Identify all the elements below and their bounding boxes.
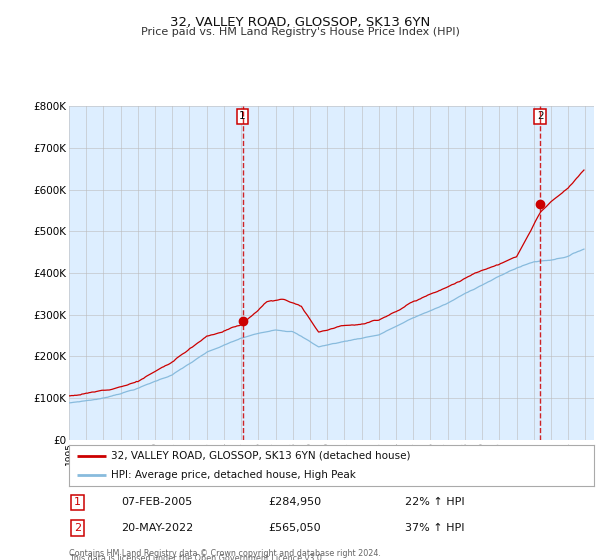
Text: 1: 1: [74, 497, 81, 507]
Text: 32, VALLEY ROAD, GLOSSOP, SK13 6YN (detached house): 32, VALLEY ROAD, GLOSSOP, SK13 6YN (deta…: [111, 451, 410, 461]
Text: 32, VALLEY ROAD, GLOSSOP, SK13 6YN: 32, VALLEY ROAD, GLOSSOP, SK13 6YN: [170, 16, 430, 29]
Text: 37% ↑ HPI: 37% ↑ HPI: [405, 523, 464, 533]
Text: This data is licensed under the Open Government Licence v3.0.: This data is licensed under the Open Gov…: [69, 554, 325, 560]
Text: £565,050: £565,050: [269, 523, 321, 533]
Text: HPI: Average price, detached house, High Peak: HPI: Average price, detached house, High…: [111, 470, 356, 480]
Text: 20-MAY-2022: 20-MAY-2022: [121, 523, 194, 533]
Text: 2: 2: [74, 523, 82, 533]
Text: 1: 1: [239, 111, 246, 122]
Text: 2: 2: [537, 111, 544, 122]
Text: 22% ↑ HPI: 22% ↑ HPI: [405, 497, 464, 507]
Text: Price paid vs. HM Land Registry's House Price Index (HPI): Price paid vs. HM Land Registry's House …: [140, 27, 460, 37]
Text: £284,950: £284,950: [269, 497, 322, 507]
Text: 07-FEB-2005: 07-FEB-2005: [121, 497, 193, 507]
Text: Contains HM Land Registry data © Crown copyright and database right 2024.: Contains HM Land Registry data © Crown c…: [69, 549, 381, 558]
